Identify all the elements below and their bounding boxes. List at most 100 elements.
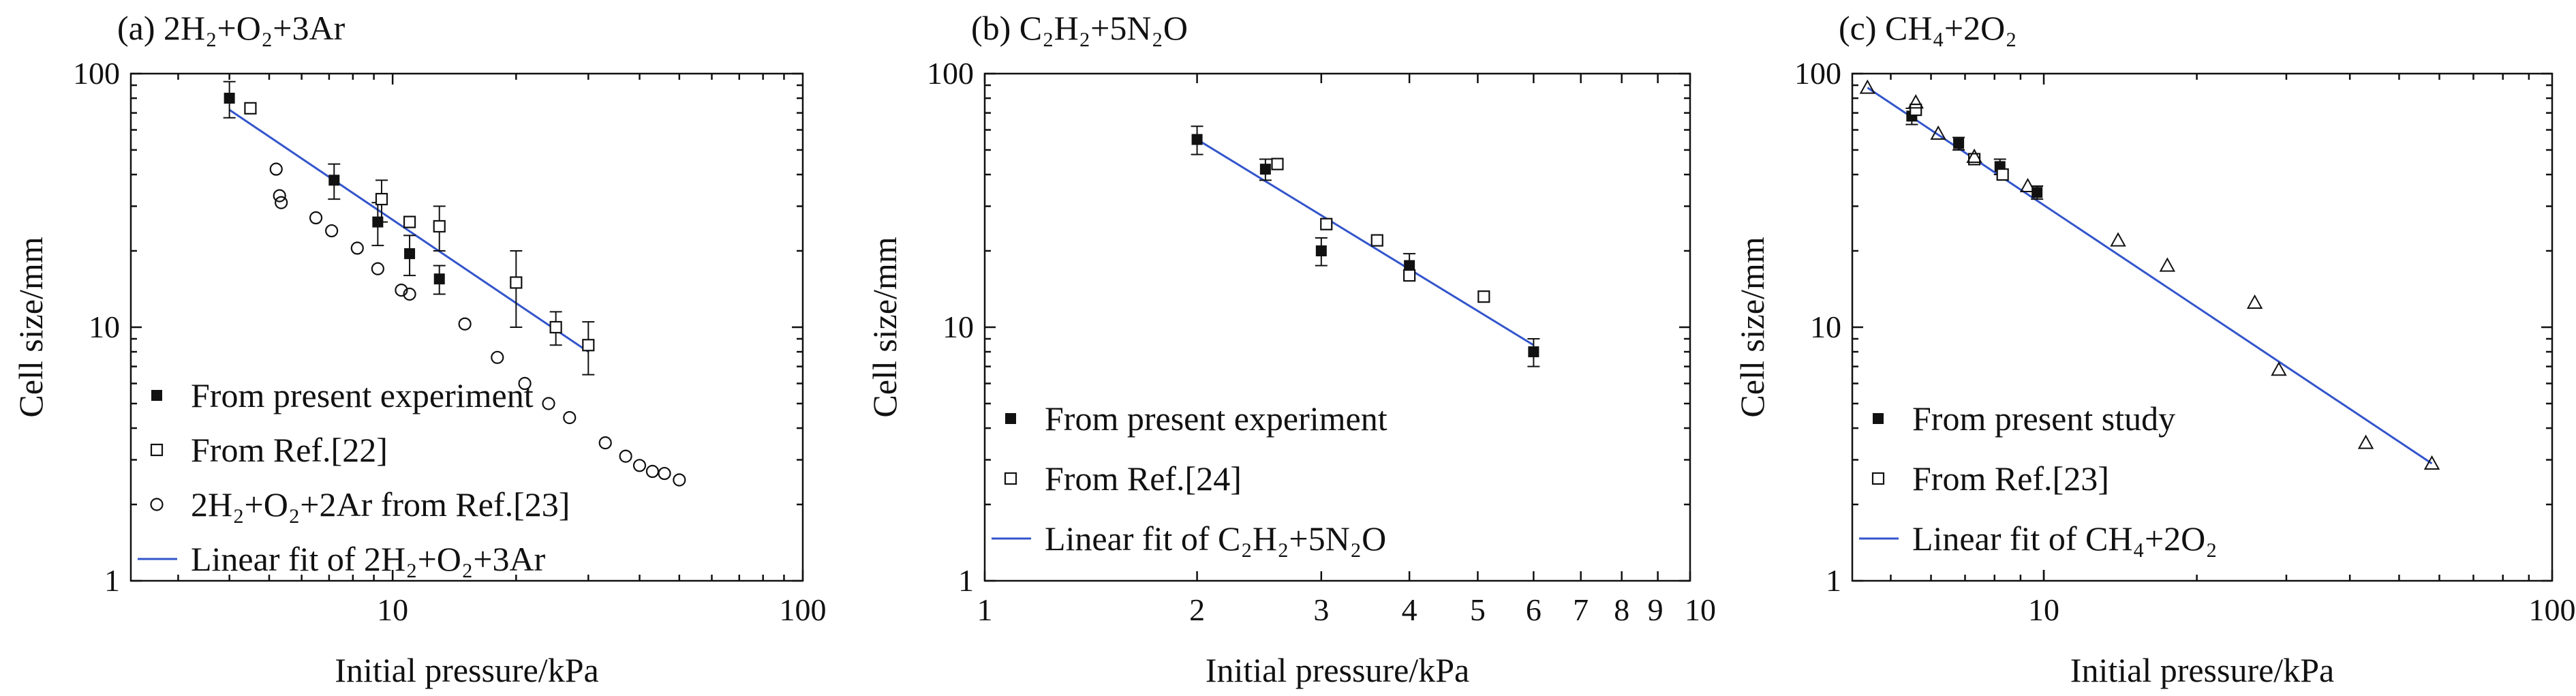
data-point-series-3 [542,397,555,410]
data-point-series-3 [2271,361,2287,376]
x-axis-label: Initial pressure/kPa [2070,651,2334,689]
y-tick-label: 1 [958,563,974,598]
legend: From present experiment From Ref.[22] 2H₂+… [138,376,570,578]
data-point-series-1 [433,273,445,285]
x-tick-label: 10 [377,592,408,627]
data-point-series-3 [2423,455,2440,470]
legend-label: 2H₂+O₂+2Ar from Ref.[23] [191,485,570,524]
x-axis-label: Initial pressure/kPa [1206,651,1469,689]
x-tick-label: 7 [1573,592,1589,627]
data-point-series-2 [403,215,416,228]
data-point-series-2 [375,192,388,206]
data-point-series-1 [224,93,235,104]
data-point-series-3 [632,459,647,472]
legend-label: From Ref.[23] [1912,459,2109,498]
data-point-series-3 [2246,294,2263,309]
chart-panel-a: (a) 2H₂+O₂+3Ar 1 10 100 10 100 Initial pressur… [12,9,827,689]
data-point-series-1 [1191,134,1203,145]
legend: From present study From Ref.[23] Linear fi… [1859,399,2218,558]
chart-panel-c: (c) CH₄+2O₂ 1 10 100 10 100 Initial pressure/k… [1733,9,2576,689]
data-point-series-1 [1404,260,1415,271]
data-point-series-3 [619,449,632,463]
x-tick-label: 5 [1470,592,1486,627]
panel-title: (a) 2H₂+O₂+3Ar [117,9,346,47]
plot-frame [983,72,1691,582]
legend-marker [151,390,162,401]
panel-title: (c) CH₄+2O₂ [1839,9,2017,47]
legend: From present experiment From Ref.[24] Line… [992,399,1387,558]
fit-line [1196,138,1535,346]
legend-marker [1005,413,1016,424]
x-tick-label: 3 [1313,592,1329,627]
data-point-series-1 [328,175,340,186]
data-point-series-2 [510,276,523,289]
data-point-series-2 [549,320,562,334]
data-point-series-3 [325,224,339,238]
x-tick-label: 10 [1685,592,1716,627]
data-point-series-3 [658,466,671,481]
data-point-series-3 [458,317,472,331]
data-point-series-1 [404,248,416,260]
x-tick-label: 2 [1189,592,1205,627]
legend-label: From Ref.[22] [191,431,388,469]
legend-marker [1871,472,1885,485]
data-point-series-2 [1477,290,1490,303]
x-tick-label: 4 [1402,592,1417,627]
panel-title: (b) C₂H₂+5N₂O [971,9,1188,47]
data-point-series-3 [2110,232,2126,247]
data-point-series-3 [403,287,416,301]
legend-label: From present experiment [191,376,534,414]
data-point-series-2 [1320,217,1333,230]
data-point-series-3 [673,473,686,487]
legend-label: Linear fit of 2H₂+O₂+3Ar [191,540,546,578]
x-tick-label: 10 [2028,592,2059,627]
legend-marker [1004,472,1017,485]
legend-marker [150,443,164,457]
y-tick-label: 100 [927,56,974,91]
chart-panel-b: (b) C₂H₂+5N₂O 1 10 100 1 2 3 4 5 6 7 8 9 10 Initial pr… [865,9,1716,689]
data-point-series-2 [1271,157,1284,170]
data-point-series-1 [1315,245,1327,257]
data-point-series-1 [2031,187,2043,198]
data-point-series-2 [244,102,257,115]
y-axis-label: Cell size/mm [865,237,904,417]
data-point-series-2 [1967,153,1981,166]
data-point-series-2 [582,339,595,352]
x-tick-label: 1 [977,592,993,627]
data-point-series-3 [1859,79,1876,94]
legend-label: From Ref.[24] [1045,459,1242,498]
legend-label: From present study [1912,399,2175,438]
legend-label: From present experiment [1045,399,1387,438]
legend-label: Linear fit of C₂H₂+5N₂O [1045,519,1386,558]
data-point-series-3 [273,189,286,202]
data-point-series-3 [598,436,612,450]
data-point-series-2 [1910,103,1922,117]
data-point-series-3 [350,241,364,255]
y-tick-label: 10 [942,309,974,344]
data-point-series-3 [645,464,660,479]
data-point-series-3 [1907,94,1924,109]
y-tick-label: 1 [1826,563,1841,598]
data-point-series-3 [2159,257,2176,272]
data-point-series-3 [1966,148,1982,163]
x-axis-label: Initial pressure/kPa [335,651,598,689]
data-point-series-2 [1370,234,1383,247]
x-tick-label: 9 [1648,592,1663,627]
legend-marker [150,498,164,511]
data-point-series-2 [1403,269,1416,282]
data-point-series-3 [491,350,504,364]
x-tick-label: 6 [1526,592,1542,627]
x-tick-label: 100 [780,592,827,627]
x-tick-label: 100 [2529,592,2576,627]
data-point-series-3 [1930,125,1946,140]
data-point-series-3 [563,411,577,425]
fit-line [228,108,589,353]
data-point-series-1 [1259,164,1271,175]
y-tick-label: 10 [89,309,120,344]
data-point-series-2 [1996,168,2009,181]
y-tick-label: 100 [73,56,120,91]
y-axis-label: Cell size/mm [1733,237,1771,417]
y-tick-label: 100 [1794,56,1841,91]
data-point-series-3 [371,262,384,275]
